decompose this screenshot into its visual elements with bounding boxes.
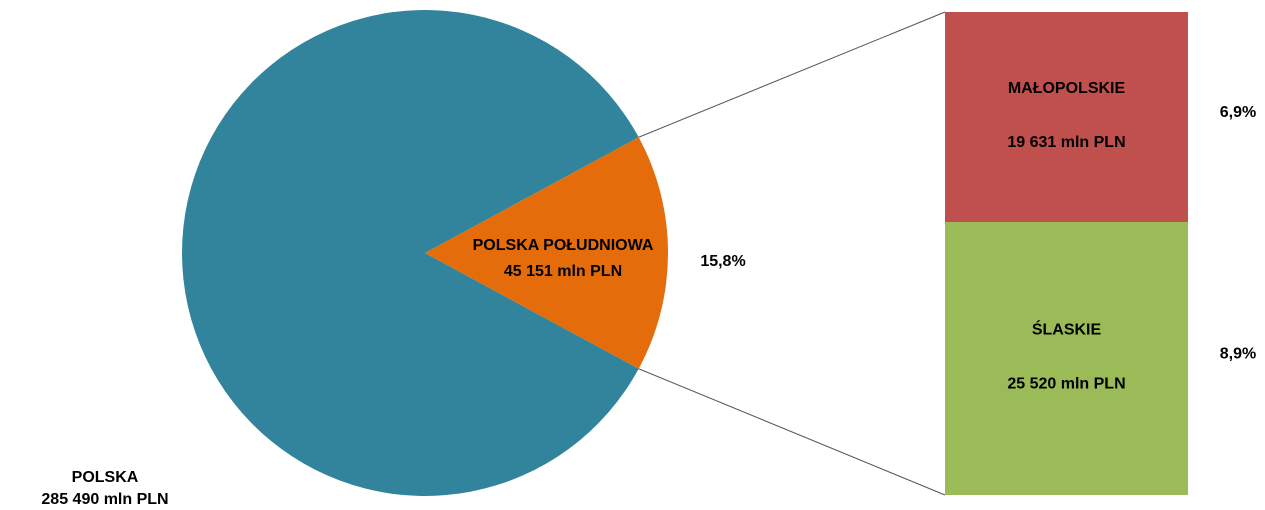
segment-share: 8,9% — [1220, 346, 1256, 363]
pie-slice — [425, 137, 669, 369]
total-value: 285 490 mln PLN — [41, 491, 168, 508]
slice-value: 45 151 mln PLN — [504, 263, 622, 280]
total-name: POLSKA — [72, 469, 139, 486]
segment-share: 6,9% — [1220, 104, 1256, 121]
bar-segment — [945, 12, 1188, 223]
segment-name: MAŁOPOLSKIE — [1008, 80, 1126, 97]
connector — [638, 368, 946, 496]
bar-segment — [945, 222, 1188, 495]
slice-name: POLSKA POŁUDNIOWA — [473, 237, 654, 254]
segment-value: 19 631 mln PLN — [1007, 134, 1125, 151]
segment-value: 25 520 mln PLN — [1007, 376, 1125, 393]
pie-slice — [182, 9, 639, 497]
slice-share: 15,8% — [700, 253, 745, 270]
connector — [638, 11, 946, 138]
segment-name: ŚLASKIE — [1032, 320, 1102, 339]
